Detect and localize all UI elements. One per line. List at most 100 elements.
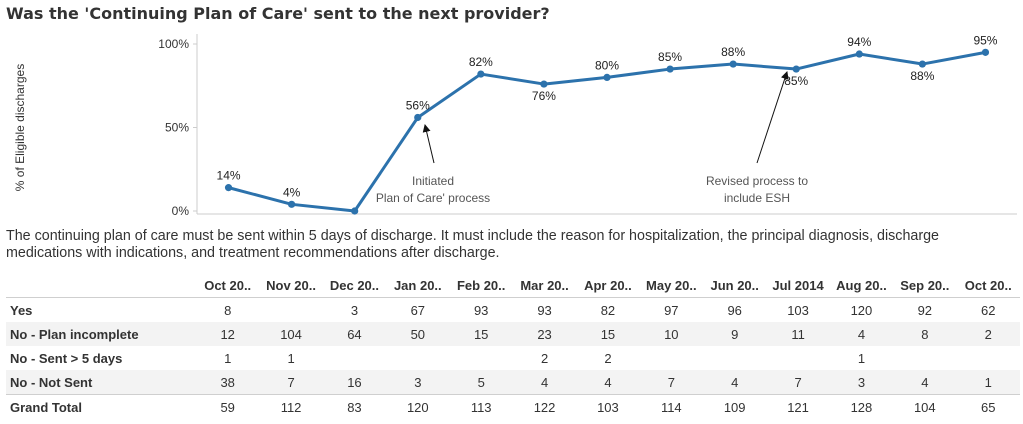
table-cell: 97 bbox=[639, 297, 703, 322]
y-axis-title: % of Eligible discharges bbox=[13, 64, 27, 191]
table-cell: 15 bbox=[449, 322, 513, 346]
table-cell: 1 bbox=[829, 346, 894, 370]
table-cell: 5 bbox=[449, 370, 513, 395]
column-header: Aug 20.. bbox=[836, 277, 887, 293]
table-cell: 7 bbox=[639, 370, 703, 395]
annotation-arrow bbox=[422, 124, 435, 164]
table-cell: 1 bbox=[196, 346, 260, 370]
annotation-text: Revised process to bbox=[706, 174, 808, 188]
table-header-row: Oct 20.. Nov 20.. Dec 20.. Jan 20.. Feb 20..… bbox=[6, 273, 1020, 298]
table-cell: 121 bbox=[766, 394, 830, 419]
table-cell: 92 bbox=[893, 297, 957, 322]
data-point bbox=[603, 73, 611, 81]
table-cell: 7 bbox=[766, 370, 830, 395]
table-cell: 122 bbox=[512, 394, 577, 419]
table-cell: 4 bbox=[576, 370, 640, 395]
column-header: Feb 20.. bbox=[456, 277, 506, 293]
table-cell bbox=[639, 346, 703, 370]
y-tick-label: 0% bbox=[172, 204, 190, 218]
table-cell: 38 bbox=[196, 370, 260, 395]
annotation-text: Plan of Care' process bbox=[376, 191, 490, 205]
table-cell: 4 bbox=[893, 370, 957, 395]
table-row: No - Plan incomplete 12 104 64 50 15 23 15 10 9 11… bbox=[6, 322, 1020, 346]
table-cell: 11 bbox=[766, 322, 830, 346]
table-body: Yes 8 3 67 93 93 82 97 96 103 120 92 62 No - Plan inc… bbox=[6, 297, 1020, 419]
data-label: 85% bbox=[784, 74, 808, 88]
data-point bbox=[792, 65, 800, 73]
table-cell bbox=[386, 346, 450, 370]
table-cell: 62 bbox=[956, 297, 1020, 322]
column-header: Jun 20.. bbox=[710, 277, 759, 293]
table-cell: 1 bbox=[259, 346, 323, 370]
data-label: 14% bbox=[217, 169, 241, 183]
annotation-text: include ESH bbox=[724, 191, 790, 205]
table-cell: 8 bbox=[196, 297, 260, 322]
table-cell: 93 bbox=[449, 297, 513, 322]
table-cell: 10 bbox=[639, 322, 703, 346]
row-label: Grand Total bbox=[6, 394, 196, 419]
data-label: 82% bbox=[469, 55, 493, 69]
y-tick-label: 50% bbox=[165, 121, 189, 135]
table-cell: 103 bbox=[766, 297, 830, 322]
table-cell bbox=[893, 346, 957, 370]
table-cell: 96 bbox=[703, 297, 767, 322]
data-label: 95% bbox=[973, 33, 997, 47]
annotation-arrow bbox=[756, 71, 789, 164]
table-cell: 9 bbox=[703, 322, 767, 346]
table-cell: 59 bbox=[196, 394, 260, 419]
description-text: The continuing plan of care must be sent… bbox=[6, 228, 940, 261]
table-cell: 114 bbox=[639, 394, 703, 419]
column-header: Apr 20.. bbox=[584, 277, 632, 293]
column-header: Mar 20.. bbox=[520, 277, 569, 293]
line-chart: 0% 50% 100% % of Eligible discharges 14% 4% 56… bbox=[13, 33, 1017, 218]
table-cell: 2 bbox=[956, 322, 1020, 346]
table-cell: 23 bbox=[512, 322, 577, 346]
column-header: Jul 2014 bbox=[772, 277, 824, 293]
row-label: No - Plan incomplete bbox=[6, 322, 196, 346]
table-cell: 4 bbox=[829, 322, 894, 346]
data-label: 80% bbox=[595, 58, 619, 72]
column-header: Oct 20.. bbox=[964, 277, 1012, 293]
table-cell: 64 bbox=[322, 322, 387, 346]
table-row: No - Not Sent 38 7 16 3 5 4 4 7 4 7 3 4 1 bbox=[6, 370, 1020, 395]
column-header: Sep 20.. bbox=[900, 277, 950, 293]
data-point bbox=[918, 60, 926, 68]
annotation-text: Initiated bbox=[412, 174, 454, 188]
data-point bbox=[540, 80, 548, 88]
table-cell: 2 bbox=[512, 346, 577, 370]
table-cell: 65 bbox=[956, 394, 1020, 419]
data-label: 88% bbox=[721, 45, 745, 59]
table-cell: 112 bbox=[259, 394, 323, 419]
table-cell: 3 bbox=[322, 297, 387, 322]
crosstab-table: Oct 20.. Nov 20.. Dec 20.. Jan 20.. Feb 20..… bbox=[6, 273, 1020, 419]
column-header: Oct 20.. bbox=[204, 277, 252, 293]
table-cell: 128 bbox=[829, 394, 894, 419]
data-label: 94% bbox=[847, 35, 871, 49]
data-point bbox=[729, 60, 737, 68]
table-cell: 4 bbox=[703, 370, 767, 395]
table-cell: 4 bbox=[512, 370, 577, 395]
table-cell: 15 bbox=[576, 322, 640, 346]
table-cell: 2 bbox=[576, 346, 640, 370]
column-header: May 20.. bbox=[646, 277, 697, 293]
table-cell: 3 bbox=[386, 370, 450, 395]
data-point bbox=[855, 50, 863, 58]
table-cell: 1 bbox=[956, 370, 1020, 395]
table-cell: 104 bbox=[893, 394, 957, 419]
table-cell: 82 bbox=[576, 297, 640, 322]
table-cell: 50 bbox=[386, 322, 450, 346]
data-label: 56% bbox=[406, 98, 430, 112]
table-cell bbox=[766, 346, 830, 370]
table-cell: 93 bbox=[512, 297, 577, 322]
table-cell bbox=[956, 346, 1020, 370]
data-point bbox=[666, 65, 674, 73]
table-corner-cell bbox=[6, 273, 196, 298]
table-cell: 7 bbox=[259, 370, 323, 395]
table-cell: 83 bbox=[322, 394, 387, 419]
data-point bbox=[288, 200, 296, 208]
page-title: Was the 'Continuing Plan of Care' sent t… bbox=[6, 4, 550, 23]
data-label: 4% bbox=[283, 185, 301, 199]
column-header: Jan 20.. bbox=[393, 277, 442, 293]
row-label: Yes bbox=[6, 297, 196, 322]
